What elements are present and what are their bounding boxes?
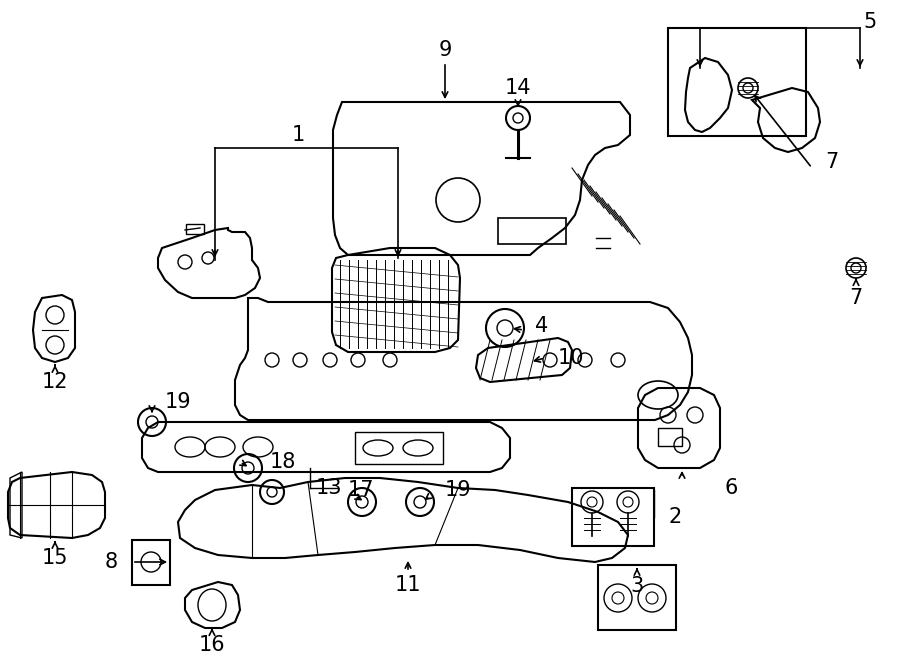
Text: 1: 1 bbox=[292, 125, 304, 145]
Text: 16: 16 bbox=[199, 635, 225, 655]
Bar bbox=[658, 428, 682, 446]
Text: 13: 13 bbox=[316, 478, 342, 498]
Text: 18: 18 bbox=[270, 452, 296, 472]
Text: 3: 3 bbox=[630, 576, 644, 596]
Text: 19: 19 bbox=[165, 392, 192, 412]
Bar bbox=[498, 218, 566, 244]
Text: 7: 7 bbox=[850, 288, 862, 308]
Text: 19: 19 bbox=[445, 480, 472, 500]
Text: 7: 7 bbox=[825, 152, 838, 172]
Text: 10: 10 bbox=[558, 348, 584, 368]
Text: 12: 12 bbox=[41, 372, 68, 392]
Bar bbox=[355, 432, 443, 464]
Bar bbox=[186, 224, 204, 234]
Text: 8: 8 bbox=[105, 552, 118, 572]
Text: 6: 6 bbox=[725, 478, 738, 498]
Bar bbox=[668, 28, 806, 136]
Text: 17: 17 bbox=[348, 480, 374, 500]
Text: 11: 11 bbox=[395, 575, 421, 595]
Text: 14: 14 bbox=[505, 78, 531, 98]
Bar bbox=[598, 565, 676, 630]
Bar bbox=[132, 540, 170, 585]
Text: 5: 5 bbox=[863, 12, 877, 32]
Text: 2: 2 bbox=[668, 507, 681, 527]
Text: 9: 9 bbox=[438, 40, 452, 60]
Text: 4: 4 bbox=[535, 316, 548, 336]
Text: 15: 15 bbox=[41, 548, 68, 568]
Bar bbox=[572, 488, 654, 546]
